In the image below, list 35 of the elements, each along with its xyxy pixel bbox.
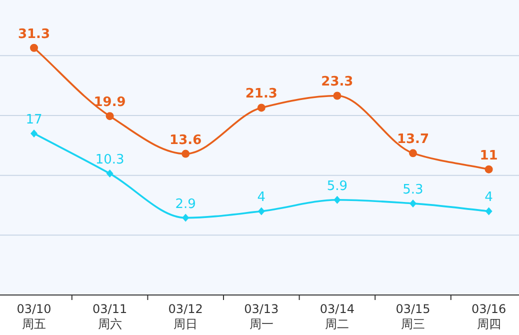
data-label: 10.3 xyxy=(95,152,124,168)
x-tick-label: 03/15 周三 xyxy=(396,302,430,331)
data-label: 13.7 xyxy=(396,132,430,148)
point xyxy=(484,165,493,174)
data-label: 5.9 xyxy=(326,178,348,194)
point xyxy=(334,196,341,204)
x-tick-label: 03/12 周日 xyxy=(168,302,203,331)
point xyxy=(106,170,114,178)
data-label: 11 xyxy=(480,148,498,164)
point xyxy=(409,149,417,158)
data-label: 21.3 xyxy=(245,86,278,102)
point xyxy=(410,199,416,208)
data-label: 2.9 xyxy=(175,196,196,212)
x-tick-label: 03/11 周六 xyxy=(92,302,128,331)
point xyxy=(106,112,114,120)
data-label: 31.3 xyxy=(18,26,50,42)
data-label: 4 xyxy=(484,190,493,206)
x-tick-label: 03/13 周一 xyxy=(244,302,279,331)
data-label: 19.9 xyxy=(94,95,126,110)
data-label: 23.3 xyxy=(321,74,354,90)
point xyxy=(257,104,266,112)
point xyxy=(485,207,492,216)
x-tick-label: 03/16 周四 xyxy=(472,302,506,331)
point xyxy=(30,44,38,52)
x-tick-label: 03/14 周二 xyxy=(320,302,354,331)
point xyxy=(182,214,190,222)
data-label: 17 xyxy=(26,112,42,128)
point xyxy=(182,150,190,158)
data-label: 5.3 xyxy=(402,182,424,198)
x-tick-label: 03/10 周五 xyxy=(16,302,52,331)
data-label: 13.6 xyxy=(170,132,202,148)
point xyxy=(258,207,265,216)
point xyxy=(30,129,38,138)
data-label: 4 xyxy=(257,190,266,206)
point xyxy=(333,92,342,100)
